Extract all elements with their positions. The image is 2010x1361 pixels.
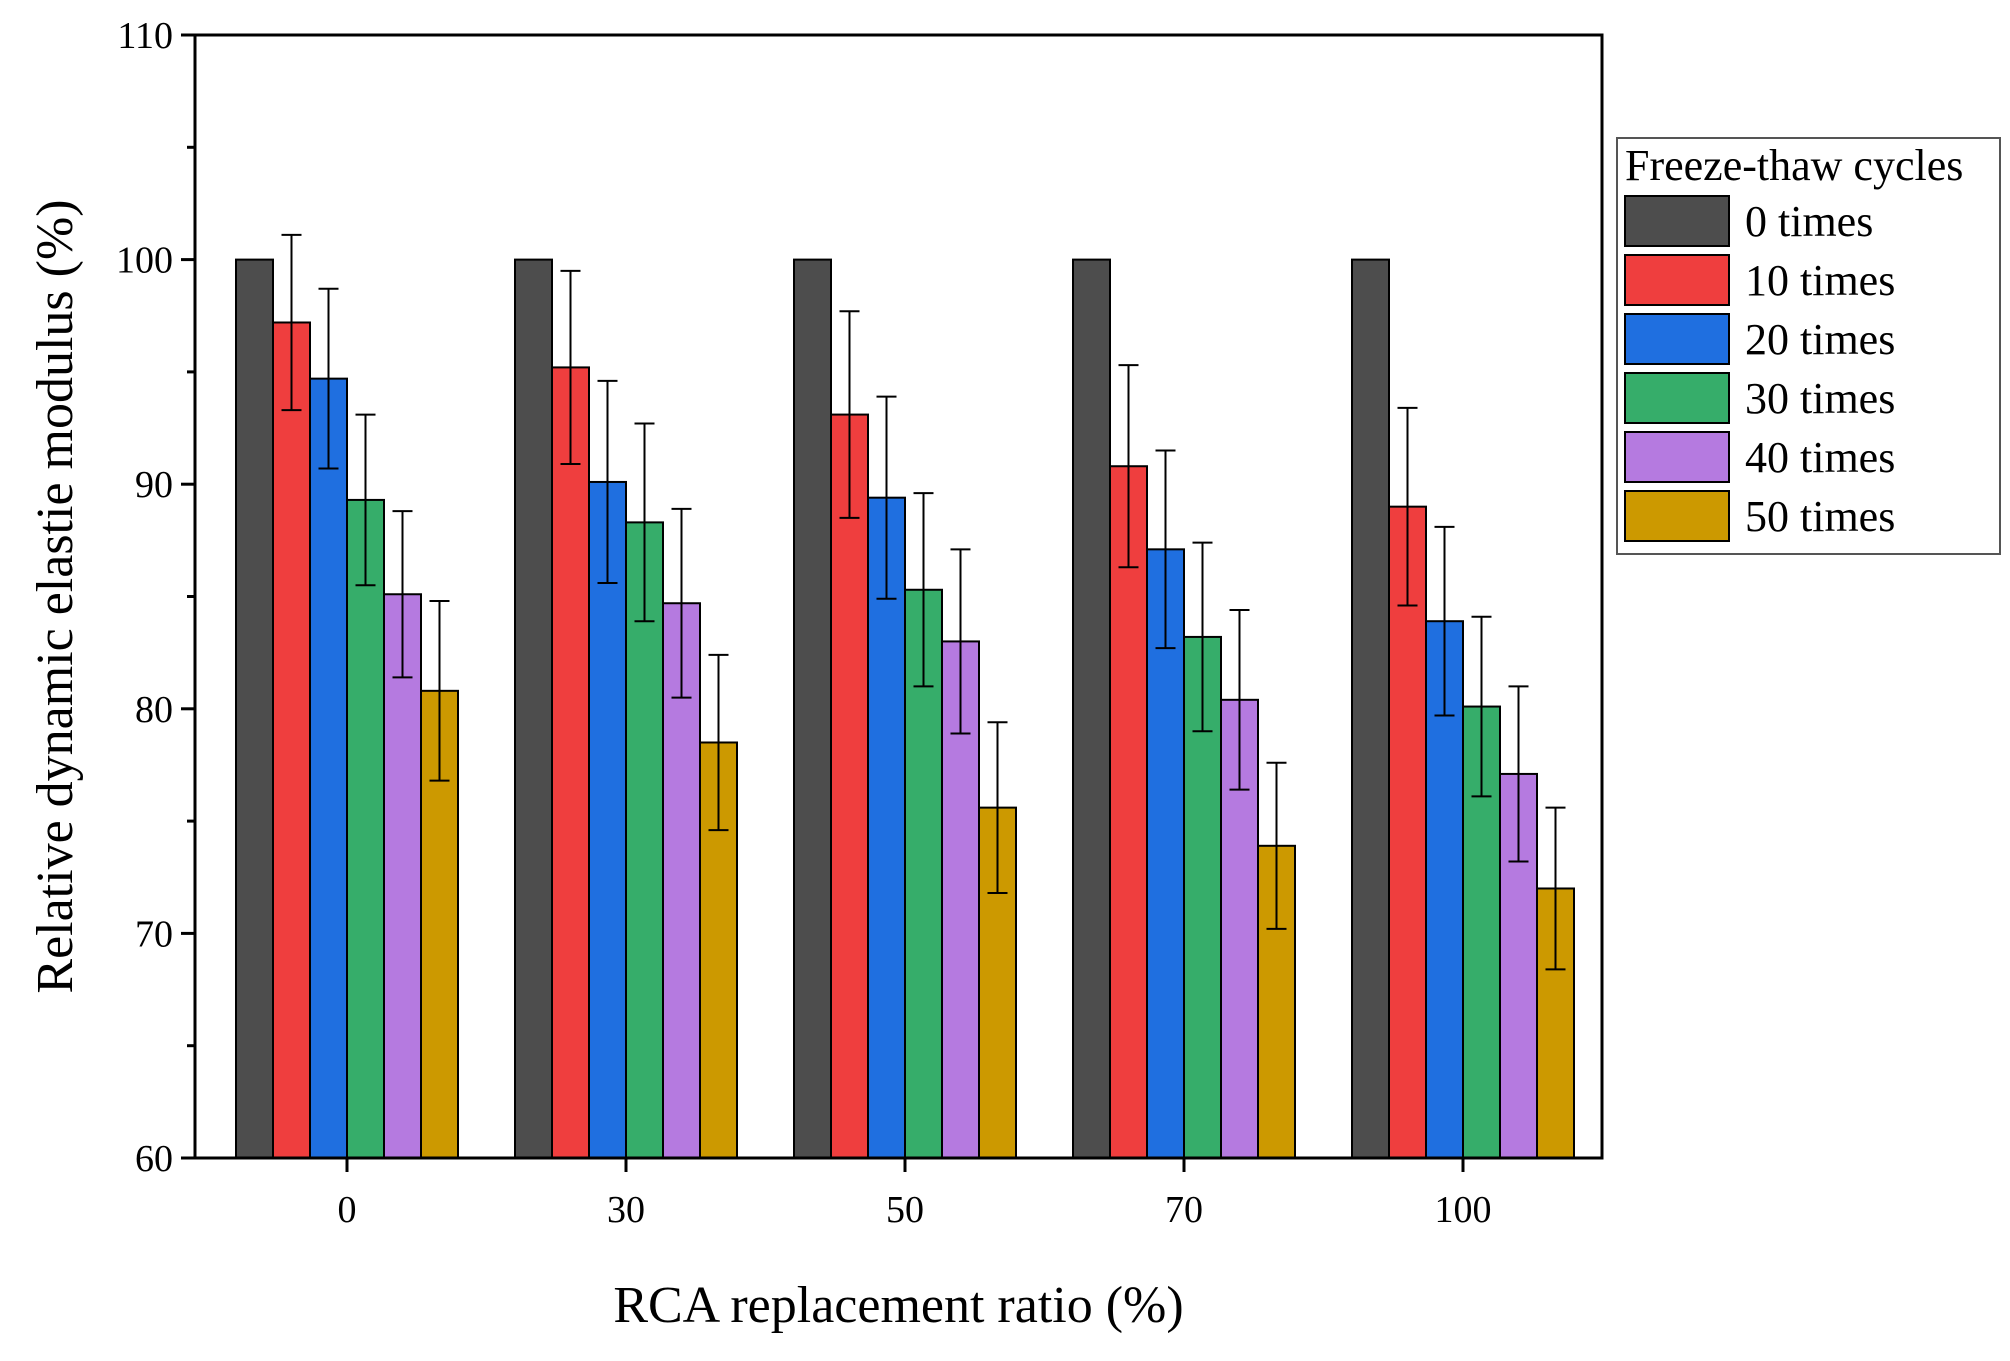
legend-label: 0 times: [1745, 197, 1873, 246]
bar-40-times-0: [383, 593, 422, 1159]
error-bar-20-times-50: [876, 395, 897, 600]
error-bar-30-times-70: [1192, 541, 1213, 733]
legend-swatch: [1624, 431, 1730, 483]
error-bar-50-times-0: [429, 599, 450, 782]
bar-30-times-0: [346, 498, 385, 1159]
error-bars-layer: [281, 233, 1566, 971]
legend-item-40-times: 40 times: [1624, 431, 1895, 483]
y-tick-label: 60: [135, 1138, 173, 1180]
error-bar-50-times-50: [987, 721, 1008, 894]
legend-item-10-times: 10 times: [1624, 254, 1895, 306]
x-axis-label: RCA replacement ratio (%): [613, 1277, 1183, 1334]
error-bar-50-times-100: [1545, 806, 1566, 971]
error-bar-40-times-70: [1229, 608, 1250, 791]
x-tick-label: 0: [338, 1189, 357, 1231]
legend-label: 30 times: [1745, 374, 1895, 423]
y-tick-label: 100: [116, 240, 173, 282]
y-tick-label: 90: [135, 464, 173, 506]
y-axis-label: Relative dynamic elastie modulus (%): [27, 199, 84, 993]
x-tick-label: 70: [1165, 1189, 1203, 1231]
bar-10-times-50: [830, 413, 869, 1160]
legend-items: 0 times 10 times 20 times 30 times 40 times 5…: [1624, 195, 1895, 542]
bar-20-times-30: [588, 480, 627, 1160]
y-axis: 60 70 80 90 100 110: [116, 15, 195, 1180]
legend-label: 20 times: [1745, 315, 1895, 364]
error-bar-20-times-30: [597, 379, 618, 585]
bar-10-times-30: [551, 366, 590, 1159]
error-bar-10-times-70: [1118, 364, 1139, 569]
bar-0-times-0: [235, 258, 274, 1160]
error-bar-10-times-50: [839, 310, 860, 519]
legend-label: 50 times: [1745, 492, 1895, 541]
bar-0-times-30: [514, 258, 553, 1160]
x-tick-label: 50: [886, 1189, 924, 1231]
error-bar-30-times-30: [634, 422, 655, 623]
bar-10-times-100: [1388, 505, 1427, 1160]
x-tick-label: 100: [1435, 1189, 1492, 1231]
error-bar-10-times-100: [1397, 406, 1418, 607]
error-bar-20-times-100: [1434, 525, 1455, 717]
legend-label: 40 times: [1745, 433, 1895, 482]
legend-swatch: [1624, 372, 1730, 424]
error-bar-30-times-0: [355, 413, 376, 587]
legend-label: 10 times: [1745, 256, 1895, 305]
legend-swatch: [1624, 313, 1730, 365]
error-bar-20-times-70: [1155, 449, 1176, 650]
y-tick-label: 110: [117, 15, 173, 57]
bar-30-times-30: [625, 521, 664, 1159]
error-bar-50-times-30: [708, 653, 729, 832]
legend-swatch: [1624, 490, 1730, 542]
legend-swatch: [1624, 254, 1730, 306]
legend-title: Freeze-thaw cycles: [1625, 141, 1963, 190]
y-tick-label: 70: [135, 913, 173, 955]
bar-10-times-70: [1109, 465, 1148, 1159]
error-bar-40-times-100: [1508, 685, 1529, 863]
error-bar-10-times-30: [560, 269, 581, 465]
bar-0-times-70: [1072, 258, 1111, 1160]
y-tick-label: 80: [135, 689, 173, 731]
legend: Freeze-thaw cycles 0 times 10 times 20 tim…: [1616, 137, 2001, 555]
error-bar-50-times-70: [1266, 761, 1287, 930]
error-bar-40-times-30: [671, 507, 692, 699]
error-bar-40-times-0: [392, 510, 413, 679]
error-bar-30-times-50: [913, 492, 934, 688]
legend-swatch: [1624, 195, 1730, 247]
bar-0-times-50: [793, 258, 832, 1160]
error-bar-40-times-50: [950, 548, 971, 735]
bar-50-times-70: [1257, 844, 1296, 1160]
legend-item-20-times: 20 times: [1624, 313, 1895, 365]
legend-item-30-times: 30 times: [1624, 372, 1895, 424]
bar-0-times-100: [1351, 258, 1390, 1160]
error-bar-10-times-0: [281, 233, 302, 412]
legend-item-50-times: 50 times: [1624, 490, 1895, 542]
bars-layer: [235, 258, 1575, 1160]
error-bar-30-times-100: [1471, 615, 1492, 798]
bar-20-times-0: [309, 377, 348, 1159]
error-bar-20-times-0: [318, 287, 339, 470]
x-axis: 0 30 50 70 100: [338, 1158, 1492, 1231]
bar-10-times-0: [272, 321, 311, 1160]
legend-item-0-times: 0 times: [1624, 195, 1873, 247]
x-tick-label: 30: [607, 1189, 645, 1231]
